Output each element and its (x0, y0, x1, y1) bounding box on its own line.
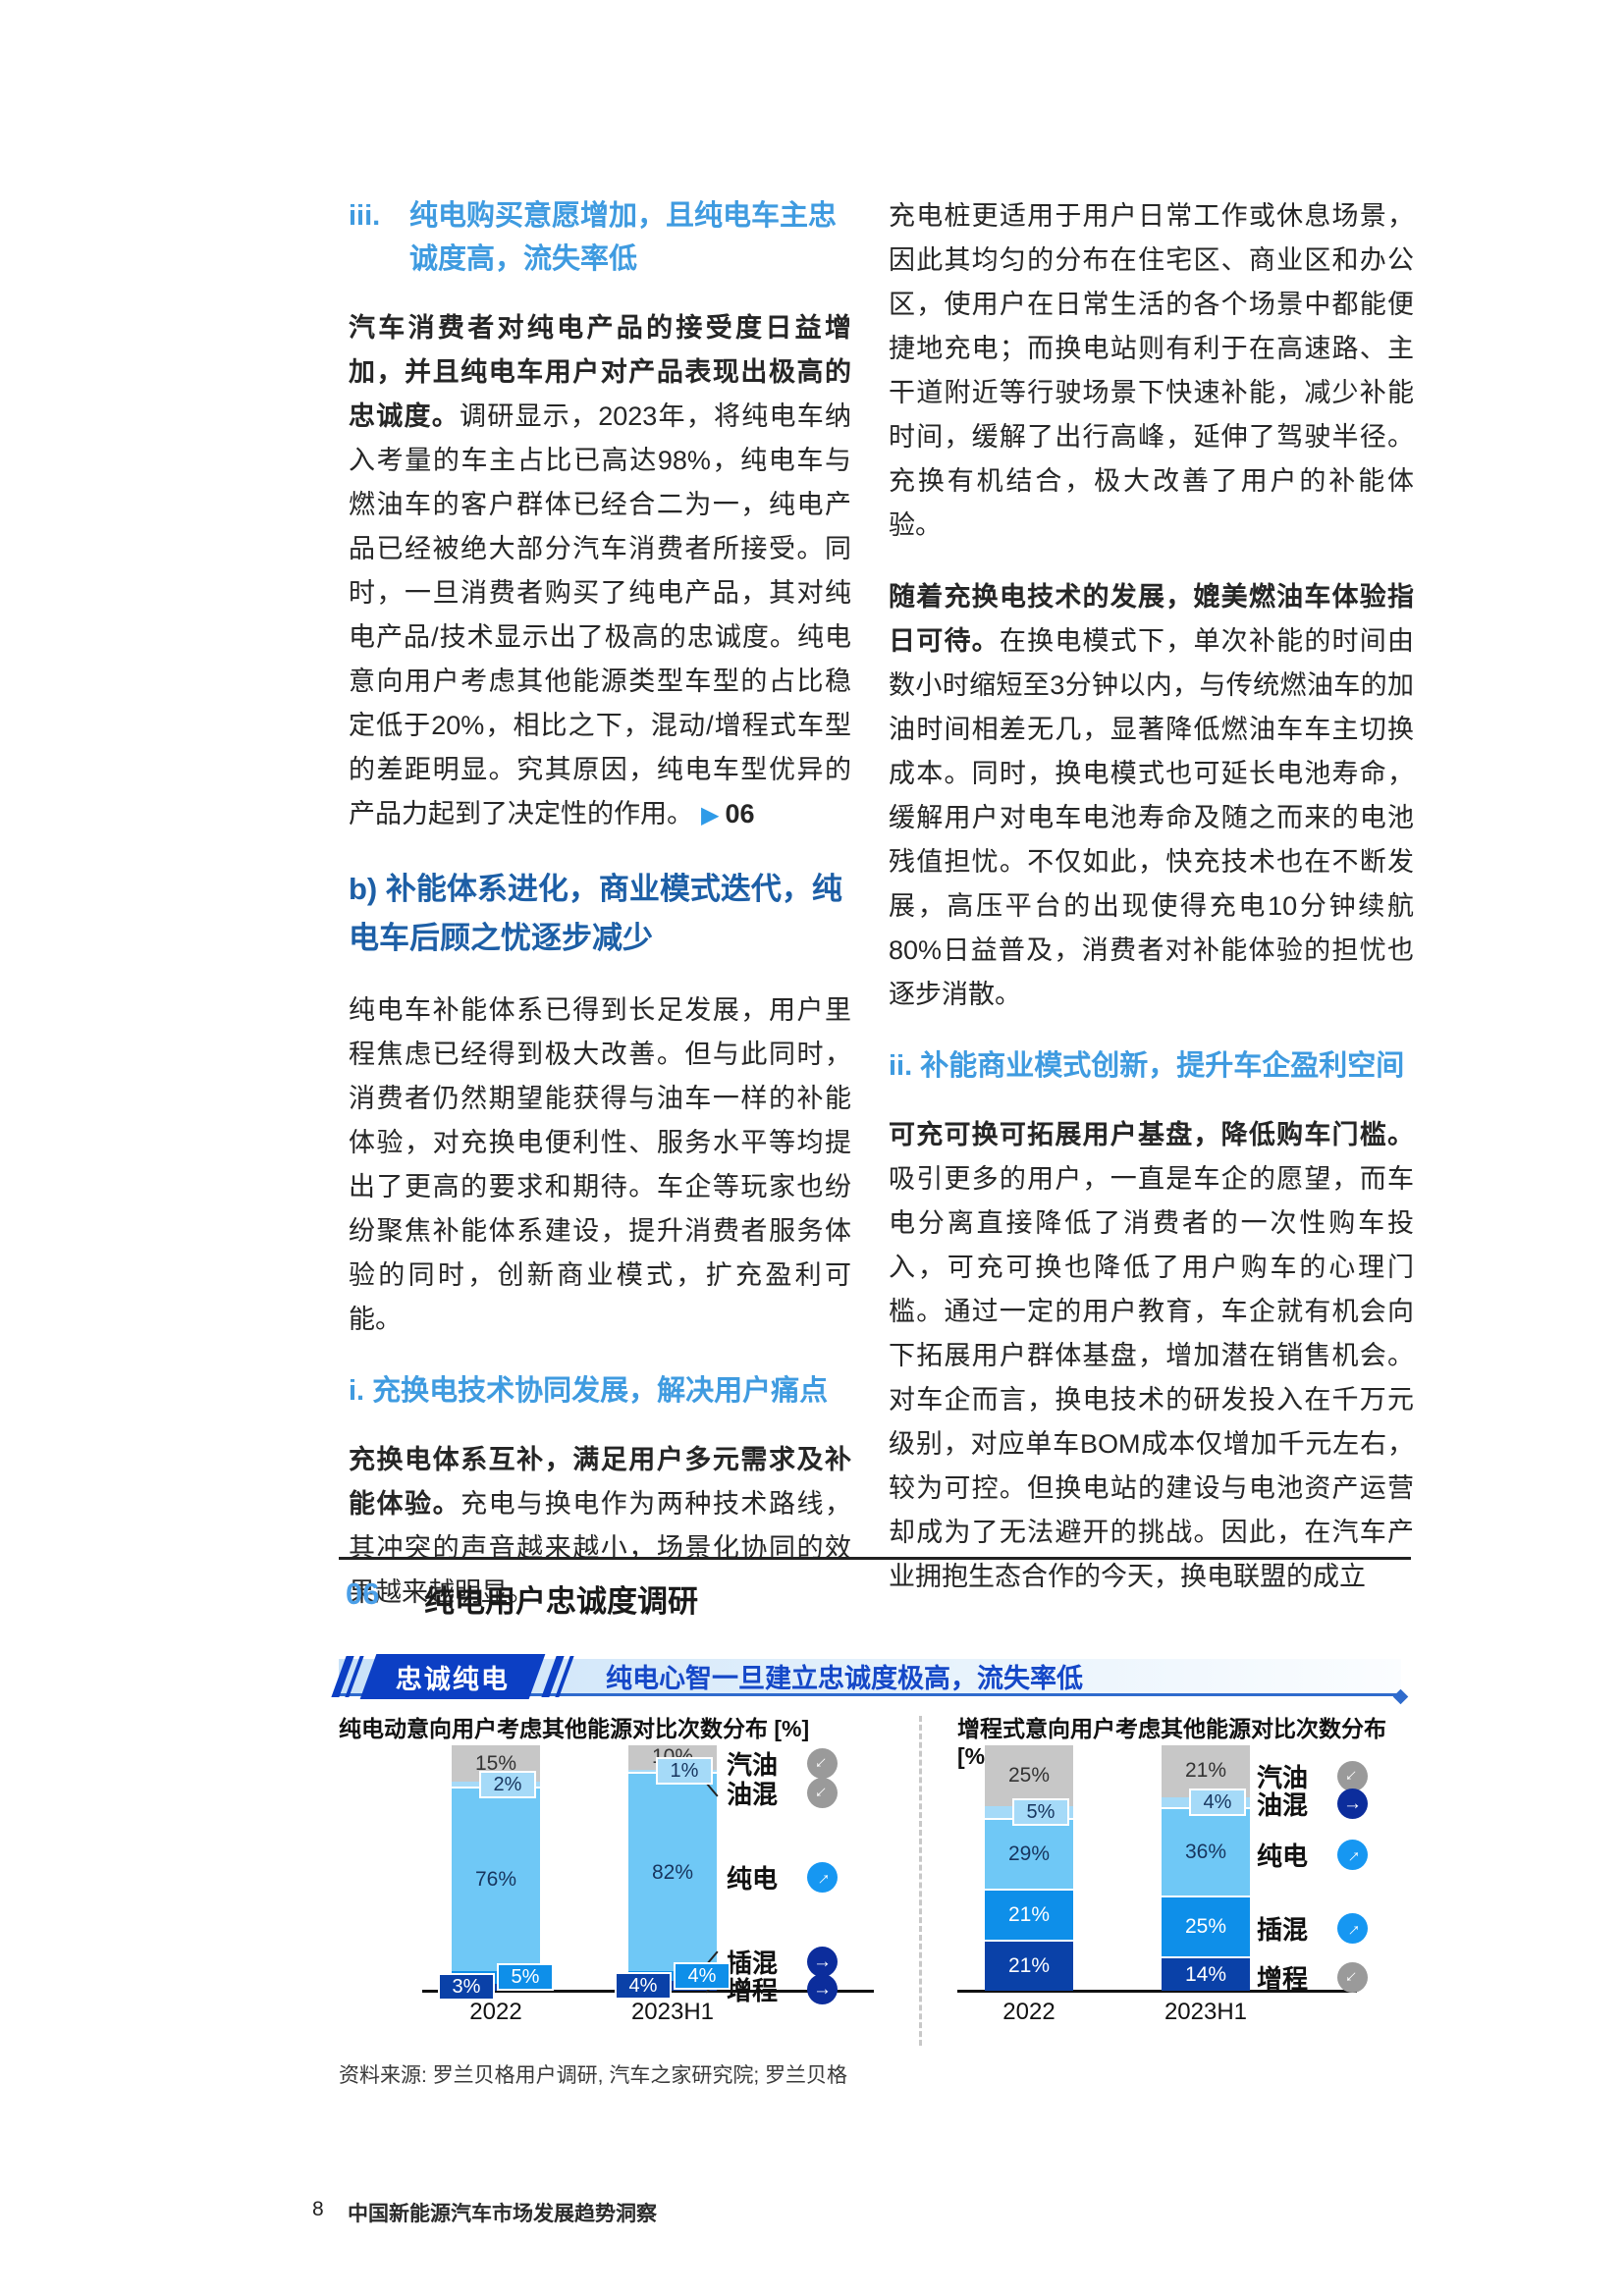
figure-ref-number: 06 (725, 799, 755, 828)
paragraph-business-model: 可充可换可拓展用户基盘，降低购车门槛。吸引更多的用户，一直是车企的愿望，而车电分… (889, 1113, 1414, 1599)
legend-label: 纯电 (727, 1864, 779, 1894)
legend-item-插混: 插混 → (1257, 1910, 1368, 1947)
trend-down-icon: → (1337, 1761, 1368, 1791)
trend-up-icon: → (807, 1862, 838, 1893)
paragraph-swap-experience: 随着充换电技术的发展，媲美燃油车体验指日可待。在换电模式下，单次补能的时间由数小… (889, 575, 1414, 1017)
stacked-bar-2023H1: 10%1%82%4%4% (615, 1745, 731, 2001)
trend-flat-icon: → (1337, 1789, 1368, 1819)
figure-ref-arrow-icon: ▶ (701, 802, 720, 828)
legend-label: 增程 (727, 1976, 779, 2005)
heading-iii-marker: iii. (349, 200, 381, 232)
chart-title: 增程式意向用户考虑其他能源对比次数分布 [%] (957, 1716, 1386, 1769)
legend-label: 增程 (1257, 1964, 1309, 1994)
trend-down-icon: → (807, 1778, 838, 1808)
bar-segment-纯电: 36% (1162, 1806, 1250, 1896)
legend-label: 油混 (727, 1780, 779, 1809)
footer-title: 中国新能源汽车市场发展趋势洞察 (348, 2203, 657, 2225)
plot-area: 25% 5% 29% 21% 21% 2022 21% 4% 36% 25% 14% 2023H1 汽油… (957, 1745, 1411, 2025)
figure-number: 06 (346, 1576, 380, 1611)
stacked-bar-2023H1: 21% 4% 36% 25% 14% (1162, 1745, 1250, 1991)
legend-item-油混: 油混 → (727, 1775, 838, 1811)
loyalty-badge-label: 忠诚纯电 (396, 1664, 510, 1693)
bar-segment-label-chip: 5% (497, 1963, 554, 1992)
heading-ii: ii. 补能商业模式创新，提升车企盈利空间 (889, 1050, 1405, 1082)
heading-iii: iii. 纯电购买意愿增加，且纯电车主忠诚度高，流失率低 (349, 194, 851, 281)
paragraph-body: 充电与换电作为两种技术路线，其冲突的声音越来越小，场景化协同的效果越来越明显。 (349, 1489, 852, 1607)
bar-segment-增程: 14% (1162, 1956, 1250, 1991)
bar-segment-增程 (628, 1981, 717, 1991)
category-label: 2023H1 (630, 1999, 715, 2025)
figure-top-rule (339, 1557, 1411, 1560)
bar-segment-label-chip: 4% (615, 1972, 672, 2001)
bar-segment-插混: 21% (985, 1889, 1073, 1940)
paragraph-charge-swap: 充换电体系互补，满足用户多元需求及补能体验。充电与换电作为两种技术路线，其冲突的… (349, 1438, 851, 1615)
chart-bev-intenders: 纯电动意向用户考虑其他能源对比次数分布 [%] 15% 2% 76% 5% 3% 2022… (339, 1710, 874, 2054)
trend-down-icon: → (807, 1748, 838, 1779)
trend-down-icon: → (1337, 1962, 1368, 1993)
paragraph-lead: 汽车消费者对纯电产品的接受度日益增加，并且纯电车用户对产品表现出极高的忠诚度。 (349, 313, 851, 431)
bar-segment-插混: 25% (1162, 1895, 1250, 1956)
bar-segment-label-chip: 2% (479, 1770, 536, 1798)
legend-item-汽油: 汽油 → (1257, 1758, 1368, 1794)
category-label: 2022 (1002, 1999, 1056, 2025)
legend-label: 汽油 (1257, 1763, 1309, 1792)
paragraph-loyalty: 汽车消费者对纯电产品的接受度日益增加，并且纯电车用户对产品表现出极高的忠诚度。调… (349, 306, 851, 837)
legend-label: 油混 (1257, 1790, 1309, 1820)
paragraph-body: 调研显示，2023年，将纯电车纳入考量的车主占比已高达98%，纯电车与燃油车的客… (349, 401, 851, 828)
legend-item-增程: 增程 → (1257, 1959, 1368, 1996)
legend-label: 纯电 (1257, 1842, 1309, 1871)
trend-up-icon: → (1337, 1913, 1368, 1944)
category-label: 2023H1 (1164, 1999, 1248, 2025)
paragraph-lead: 随着充换电技术的发展，媲美燃油车体验指日可待。 (889, 582, 1414, 656)
figure-title: 纯电用户忠诚度调研 (424, 1584, 698, 1619)
trend-up-icon: → (1337, 1840, 1368, 1870)
paragraph-lead: 可充可换可拓展用户基盘，降低购车门槛。 (889, 1120, 1414, 1149)
stacked-bar-2022: 25% 5% 29% 21% 21% (985, 1745, 1073, 1991)
figure-banner: 忠诚纯电 纯电心智一旦建立忠诚度极高，流失率低 (331, 1653, 1401, 1699)
heading-iii-text: 纯电购买意愿增加，且纯电车主忠诚度高，流失率低 (409, 200, 838, 275)
bar-segment-增程: 21% (985, 1940, 1073, 1991)
bar-segment-label-chip: 3% (438, 1973, 495, 2001)
paragraph-energy-system: 纯电车补能体系已得到长足发展，用户里程焦虑已经得到极大改善。但与此同时，消费者仍… (349, 995, 851, 1334)
heading-i: i. 充换电技术协同发展，解决用户痛点 (349, 1375, 829, 1407)
paragraph-lead: 充换电体系互补，满足用户多元需求及补能体验。 (349, 1445, 851, 1519)
x-axis (957, 1990, 1357, 1993)
legend-item-纯电: 纯电 → (1257, 1837, 1368, 1873)
page-number: 8 (312, 2198, 324, 2220)
legend-item-增程: 增程 → (727, 1971, 838, 2007)
bar-segment-label-chip: 1% (656, 1756, 713, 1785)
bar-segment-纯电: 82% (628, 1772, 717, 1972)
loyalty-badge: 忠诚纯电 (359, 1653, 546, 1699)
legend-label: 插混 (1257, 1915, 1309, 1945)
bar-segment-增程 (452, 1983, 540, 1991)
source-note: 资料来源: 罗兰贝格用户调研, 汽车之家研究院; 罗兰贝格 (339, 2064, 848, 2087)
chart-separator (919, 1716, 922, 2046)
paragraph-charging-scenes: 充电桩更适用于用户日常工作或休息场景，因此其均匀的分布在住宅区、商业区和办公区，… (889, 201, 1414, 540)
legend-item-纯电: 纯电 → (727, 1859, 838, 1896)
bar-segment-纯电: 29% (985, 1818, 1073, 1890)
chart-erev-intenders: 增程式意向用户考虑其他能源对比次数分布 [%] 25% 5% 29% 21% 21% 20… (957, 1710, 1411, 2054)
bar-segment-label-chip: 5% (1012, 1798, 1069, 1827)
legend-item-油混: 油混 → (1257, 1786, 1368, 1822)
paragraph-body: 在换电模式下，单次补能的时间由数小时缩短至3分钟以内，与传统燃油车的加油时间相差… (889, 626, 1415, 1009)
bar-segment-label-chip: 4% (674, 1962, 731, 1991)
right-column: 充电桩更适用于用户日常工作或休息场景，因此其均匀的分布在住宅区、商业区和办公区，… (889, 194, 1414, 1627)
bar-segment-插混 (628, 1971, 717, 1982)
trend-flat-icon: → (807, 1974, 838, 2004)
plot-area: 15%2%76%5%3%202210%1%82%4%4%2023H1汽油→油混→… (339, 1745, 874, 2025)
heading-b: b) 补能体系进化，商业模式迭代，纯电车后顾之忧逐步减少 (349, 872, 842, 955)
stacked-bar-2022: 15% 2% 76% 5% 3% (438, 1745, 554, 2001)
category-label: 2022 (469, 1999, 522, 2025)
bar-segment-汽油: 25% (985, 1745, 1073, 1806)
bar-segment-label-chip: 4% (1189, 1788, 1246, 1816)
chart-title: 纯电动意向用户考虑其他能源对比次数分布 [%] (339, 1716, 810, 1741)
left-column: iii. 纯电购买意愿增加，且纯电车主忠诚度高，流失率低 汽车消费者对纯电产品的… (349, 194, 851, 1642)
banner-headline: 纯电心智一旦建立忠诚度极高，流失率低 (606, 1664, 1083, 1693)
paragraph-body: 吸引更多的用户，一直是车企的愿望，而车电分离直接降低了消费者的一次性购车投入，可… (889, 1164, 1414, 1591)
bar-segment-纯电: 76% (452, 1787, 540, 1972)
